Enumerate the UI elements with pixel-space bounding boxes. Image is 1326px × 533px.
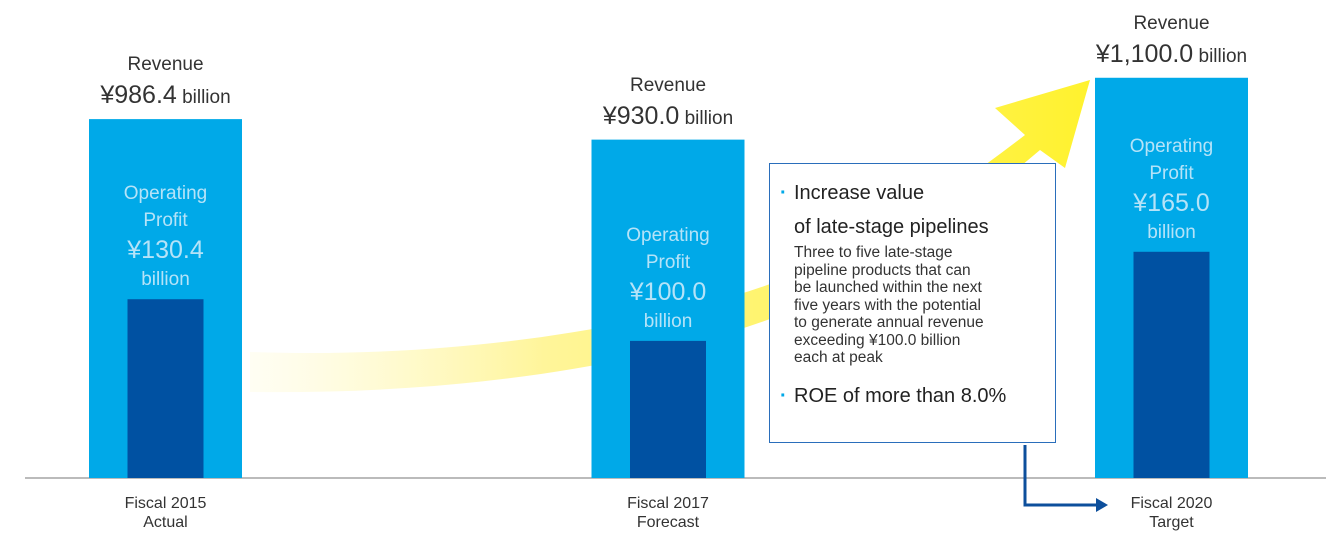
connector [1023, 445, 1098, 507]
profit-label: Operating Profit ¥100.0 billion [603, 222, 733, 335]
unit: billion [1147, 221, 1196, 243]
value-label: ¥986.4 [100, 81, 177, 110]
revenue-label: Revenue ¥930.0 billion [603, 71, 733, 134]
series-name: Revenue [127, 54, 204, 76]
profit-label: Operating Profit ¥165.0 billion [1107, 133, 1237, 246]
category-sublabel: Forecast [636, 514, 700, 531]
series-name: Operating Profit [626, 224, 710, 273]
callout-title: ROE of more than 8.0% [780, 379, 1055, 413]
series-name: Operating Profit [123, 183, 208, 232]
category-label: Fiscal 2017 Forecast [627, 494, 709, 532]
value-label: ¥930.0 [602, 101, 680, 130]
value-line: ¥986.4 billion [100, 80, 230, 113]
unit: billion [1198, 45, 1248, 67]
value-line: ¥1,100.0 billion [1096, 39, 1247, 72]
value-label: ¥1,100.0 [1095, 39, 1194, 68]
revenue-label: Revenue ¥1,100.0 billion [1096, 9, 1247, 72]
callout-body-line: exceeding ¥100.0 billion [794, 331, 961, 349]
value-label: ¥130.4 [127, 236, 204, 265]
unit: billion [182, 87, 231, 109]
category: Fiscal 2017 [627, 495, 709, 512]
callout-title: Increase value [780, 176, 1055, 210]
category: Fiscal 2020 [1130, 495, 1213, 512]
revenue-label: Revenue ¥986.4 billion [100, 50, 230, 113]
callout-body-line: each at peak [794, 349, 883, 366]
callout-body-line: be launched within the next [794, 279, 982, 296]
category: Fiscal 2015 [124, 495, 207, 512]
value-line: ¥930.0 billion [603, 101, 733, 134]
callout-body-line: Three to five late-stage [794, 244, 953, 261]
value-label: ¥100.0 [629, 277, 707, 306]
callout-body-line: pipeline products that can [794, 261, 971, 279]
unit: billion [684, 107, 734, 129]
callout-body: Three to five late-stage pipeline product… [794, 244, 1055, 367]
connector-head [1096, 498, 1108, 512]
category-sublabel: Actual [143, 514, 188, 531]
category-sublabel: Target [1149, 514, 1194, 531]
unit: billion [643, 310, 693, 332]
profit-bar [1133, 251, 1210, 478]
series-name: Revenue [629, 74, 707, 96]
callout-title: of late-stage pipelines [794, 216, 989, 238]
category-label: Fiscal 2020 Target [1131, 494, 1213, 532]
callout-box: Increase value of late-stage pipelines Thr… [769, 163, 1056, 443]
series-name: Revenue [1133, 12, 1210, 34]
profit-bar [127, 299, 204, 478]
profit-bar [630, 340, 706, 478]
profit-label: Operating Profit ¥130.4 billion [101, 180, 231, 293]
callout-body-line: to generate annual revenue [794, 314, 984, 331]
unit: billion [141, 269, 190, 291]
value-label: ¥165.0 [1133, 188, 1210, 217]
callout-body-line: five years with the potential [794, 296, 981, 314]
category-label: Fiscal 2015 Actual [125, 494, 207, 532]
series-name: Operating Profit [1129, 135, 1214, 184]
